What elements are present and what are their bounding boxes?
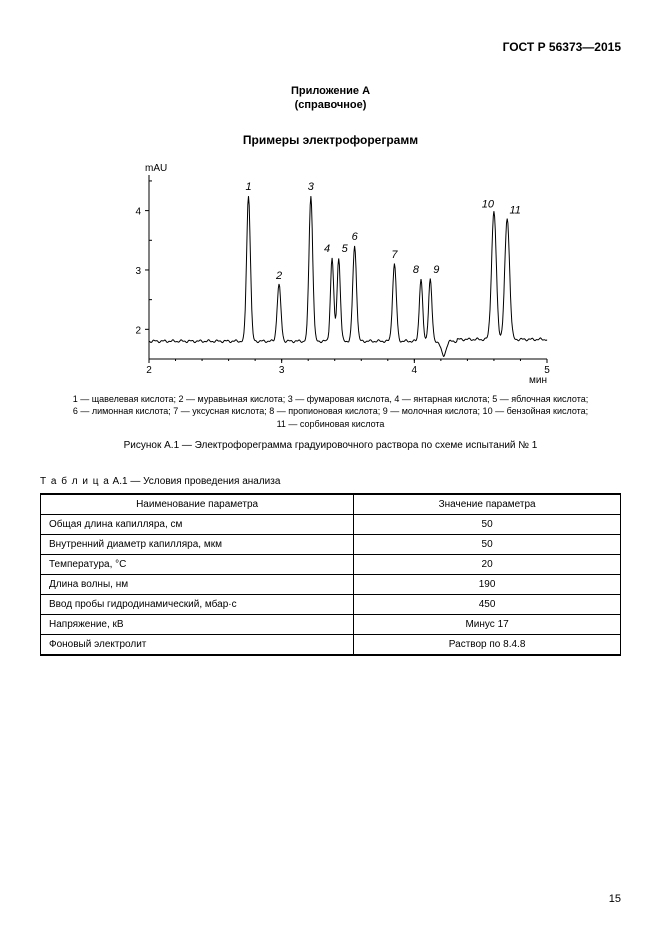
- table-row: Общая длина капилляра, см50: [41, 515, 621, 535]
- table-cell-param: Общая длина капилляра, см: [41, 515, 354, 535]
- svg-text:2: 2: [274, 269, 281, 281]
- page: ГОСТ Р 56373—2015 Приложение А (справочн…: [0, 0, 661, 935]
- table-cell-param: Фоновый электролит: [41, 635, 354, 656]
- table-title-rest: А.1 — Условия проведения анализа: [110, 476, 281, 487]
- svg-text:7: 7: [391, 249, 398, 261]
- svg-text:11: 11: [509, 204, 520, 216]
- svg-text:6: 6: [351, 231, 358, 243]
- electropherogram-chart: 2342345mAUмин1234567891011: [101, 157, 561, 387]
- svg-text:8: 8: [412, 263, 419, 275]
- svg-text:2: 2: [135, 325, 141, 336]
- svg-text:3: 3: [135, 266, 141, 277]
- table-header-param: Наименование параметра: [41, 494, 354, 515]
- page-number: 15: [609, 893, 621, 905]
- figure-caption: Рисунок А.1 — Электрофореграмма градуиро…: [40, 440, 621, 451]
- legend-line-2: 6 — лимонная кислота; 7 — уксусная кисло…: [73, 406, 588, 416]
- table-cell-value: Минус 17: [354, 615, 621, 635]
- svg-text:4: 4: [324, 243, 330, 255]
- svg-text:9: 9: [433, 263, 439, 275]
- appendix-line2: (справочное): [40, 98, 621, 112]
- table-row: Ввод пробы гидродинамический, мбар·с450: [41, 595, 621, 615]
- table-row: Фоновый электролитРаствор по 8.4.8: [41, 635, 621, 656]
- table-row: Длина волны, нм190: [41, 575, 621, 595]
- svg-text:мин: мин: [529, 375, 547, 386]
- table-cell-value: 50: [354, 515, 621, 535]
- table-cell-param: Температура, °С: [41, 555, 354, 575]
- doc-code: ГОСТ Р 56373—2015: [40, 40, 621, 54]
- chart-svg: 2342345mAUмин1234567891011: [101, 157, 561, 387]
- table-row: Температура, °С20: [41, 555, 621, 575]
- table-header-row: Наименование параметра Значение параметр…: [41, 494, 621, 515]
- svg-text:10: 10: [481, 198, 494, 210]
- table-cell-value: 20: [354, 555, 621, 575]
- table-title: Т а б л и ц а А.1 — Условия проведения а…: [40, 476, 621, 487]
- svg-text:4: 4: [135, 206, 141, 217]
- table-cell-param: Длина волны, нм: [41, 575, 354, 595]
- table-cell-param: Напряжение, кВ: [41, 615, 354, 635]
- svg-text:4: 4: [411, 365, 417, 376]
- table-row: Напряжение, кВМинус 17: [41, 615, 621, 635]
- svg-text:3: 3: [278, 365, 284, 376]
- svg-text:5: 5: [341, 243, 348, 255]
- table-row: Внутренний диаметр капилляра, мкм50: [41, 535, 621, 555]
- analysis-table: Наименование параметра Значение параметр…: [40, 493, 621, 656]
- appendix-line1: Приложение А: [40, 84, 621, 98]
- table-title-spaced: Т а б л и ц а: [40, 476, 110, 487]
- svg-text:2: 2: [146, 365, 152, 376]
- svg-text:1: 1: [245, 180, 251, 192]
- table-header-value: Значение параметра: [354, 494, 621, 515]
- section-title: Примеры электрофореграмм: [40, 133, 621, 147]
- appendix-heading: Приложение А (справочное): [40, 84, 621, 113]
- table-cell-value: Раствор по 8.4.8: [354, 635, 621, 656]
- legend-line-1: 1 — щавелевая кислота; 2 — муравьиная ки…: [73, 394, 588, 404]
- svg-text:mAU: mAU: [145, 163, 167, 174]
- table-cell-param: Внутренний диаметр капилляра, мкм: [41, 535, 354, 555]
- table-cell-value: 450: [354, 595, 621, 615]
- legend-line-3: 11 — сорбиновая кислота: [277, 419, 385, 429]
- peak-legend: 1 — щавелевая кислота; 2 — муравьиная ки…: [40, 393, 621, 431]
- table-cell-value: 50: [354, 535, 621, 555]
- table-cell-value: 190: [354, 575, 621, 595]
- table-cell-param: Ввод пробы гидродинамический, мбар·с: [41, 595, 354, 615]
- svg-text:3: 3: [307, 180, 314, 192]
